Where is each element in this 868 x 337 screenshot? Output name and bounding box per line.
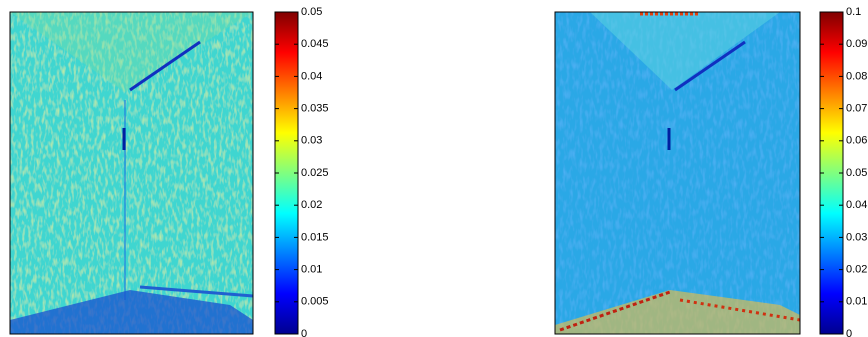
colorbar-tick-label: 0: [301, 328, 307, 337]
image-left: [9, 11, 254, 335]
image-right: [554, 11, 801, 335]
colorbar-tick-label: 0.02: [846, 264, 867, 276]
colorbar-tick-label: 0.04: [301, 70, 322, 82]
colorbar-tick-label: 0.1: [846, 6, 861, 18]
colorbar-tick-label: 0.01: [301, 264, 322, 276]
colorbar-tick-label: 0.05: [846, 167, 867, 179]
colorbar-tick-label: 0.02: [301, 199, 322, 211]
colorbar-tick-label: 0.035: [301, 103, 329, 115]
colorbar-tick-label: 0.08: [846, 70, 867, 82]
colorbar-tick-label: 0.03: [846, 231, 867, 243]
colorbar-tick-label: 0.05: [301, 6, 322, 18]
colorbar-tick-label: 0.04: [846, 199, 867, 211]
colorbar-tick-label: 0.025: [301, 167, 329, 179]
colorbar-tick-label: 0.07: [846, 103, 867, 115]
colorbar-tick-label: 0.045: [301, 38, 329, 50]
colorbar-tick-label: 0.06: [846, 135, 867, 147]
colorbar-tick-label: 0.015: [301, 231, 329, 243]
colorbar-tick-label: 0.03: [301, 135, 322, 147]
colorbar-tick-label: 0.005: [301, 296, 329, 308]
colorbar-tick-label: 0.09: [846, 38, 867, 50]
colorbar-tick-label: 0.01: [846, 296, 867, 308]
colorbar-tick-label: 0: [846, 328, 852, 337]
